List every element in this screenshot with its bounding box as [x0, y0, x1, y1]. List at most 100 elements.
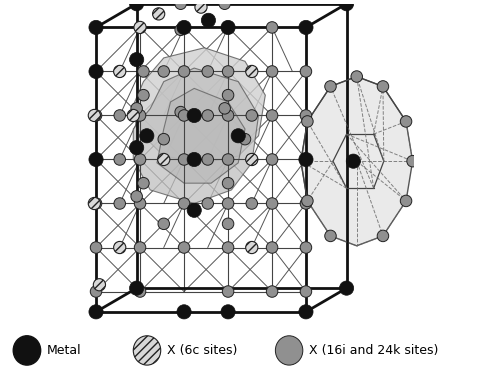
Circle shape — [158, 218, 170, 230]
Circle shape — [267, 66, 278, 77]
Circle shape — [221, 305, 235, 319]
Circle shape — [221, 20, 235, 34]
Circle shape — [222, 286, 234, 297]
Circle shape — [400, 116, 412, 127]
Circle shape — [133, 336, 161, 365]
Circle shape — [187, 108, 201, 123]
Circle shape — [325, 81, 336, 92]
Circle shape — [300, 22, 312, 33]
Circle shape — [90, 22, 102, 33]
Circle shape — [187, 203, 201, 217]
Circle shape — [300, 286, 312, 297]
Circle shape — [245, 65, 258, 77]
Circle shape — [131, 102, 143, 114]
Circle shape — [129, 141, 144, 155]
Circle shape — [222, 177, 234, 189]
Circle shape — [90, 198, 102, 209]
Circle shape — [134, 198, 146, 209]
Circle shape — [178, 22, 190, 33]
Circle shape — [377, 230, 389, 242]
Circle shape — [90, 66, 102, 77]
Circle shape — [267, 22, 278, 33]
Circle shape — [267, 154, 278, 165]
Circle shape — [195, 1, 207, 13]
Circle shape — [114, 110, 125, 121]
Circle shape — [138, 89, 149, 101]
Circle shape — [90, 286, 102, 297]
Circle shape — [300, 242, 312, 253]
Circle shape — [129, 0, 144, 11]
Circle shape — [90, 154, 102, 165]
Circle shape — [246, 198, 258, 209]
Circle shape — [90, 242, 102, 253]
Circle shape — [202, 66, 214, 77]
Polygon shape — [133, 48, 265, 163]
Circle shape — [275, 336, 303, 365]
Circle shape — [340, 281, 354, 295]
Circle shape — [300, 198, 312, 209]
Circle shape — [302, 116, 313, 127]
Circle shape — [222, 198, 234, 209]
Text: X (16i and 24k sites): X (16i and 24k sites) — [309, 344, 438, 357]
Circle shape — [131, 191, 143, 202]
Circle shape — [245, 241, 258, 254]
Circle shape — [114, 65, 126, 77]
Circle shape — [114, 241, 126, 254]
Circle shape — [131, 106, 143, 118]
Polygon shape — [301, 77, 413, 246]
Circle shape — [89, 152, 103, 166]
Circle shape — [222, 89, 234, 101]
Circle shape — [178, 154, 190, 165]
Circle shape — [222, 21, 234, 34]
Circle shape — [134, 154, 146, 165]
Circle shape — [219, 102, 230, 114]
Circle shape — [346, 154, 361, 168]
Circle shape — [222, 110, 234, 121]
Circle shape — [175, 106, 186, 118]
Circle shape — [134, 110, 146, 121]
Circle shape — [158, 66, 170, 77]
Circle shape — [299, 20, 313, 34]
Circle shape — [267, 242, 278, 253]
Circle shape — [131, 0, 143, 9]
Circle shape — [158, 153, 170, 166]
Circle shape — [177, 305, 191, 319]
Circle shape — [138, 66, 149, 77]
Circle shape — [158, 134, 170, 145]
Circle shape — [300, 110, 312, 121]
Circle shape — [178, 110, 190, 121]
Circle shape — [325, 230, 336, 242]
Circle shape — [89, 64, 103, 79]
Circle shape — [302, 195, 313, 207]
Circle shape — [222, 242, 234, 253]
Circle shape — [231, 129, 245, 143]
Circle shape — [178, 66, 190, 77]
Circle shape — [267, 286, 278, 297]
Polygon shape — [157, 88, 245, 183]
Text: X (6c sites): X (6c sites) — [167, 344, 237, 357]
Circle shape — [219, 0, 230, 9]
Circle shape — [127, 109, 139, 122]
Circle shape — [187, 152, 201, 166]
Circle shape — [134, 21, 146, 34]
Circle shape — [178, 242, 190, 253]
Circle shape — [351, 71, 363, 82]
Circle shape — [129, 281, 144, 295]
Circle shape — [134, 242, 146, 253]
Polygon shape — [133, 68, 259, 203]
Circle shape — [177, 20, 191, 34]
Circle shape — [246, 110, 258, 121]
Circle shape — [299, 305, 313, 319]
Circle shape — [152, 8, 165, 20]
Circle shape — [267, 110, 278, 121]
Circle shape — [400, 195, 412, 207]
Circle shape — [407, 156, 418, 167]
Circle shape — [222, 154, 234, 165]
Circle shape — [134, 286, 146, 297]
Circle shape — [89, 305, 103, 319]
Circle shape — [175, 24, 186, 36]
Circle shape — [90, 110, 102, 121]
Circle shape — [114, 198, 125, 209]
Circle shape — [267, 198, 278, 209]
Circle shape — [340, 0, 354, 11]
